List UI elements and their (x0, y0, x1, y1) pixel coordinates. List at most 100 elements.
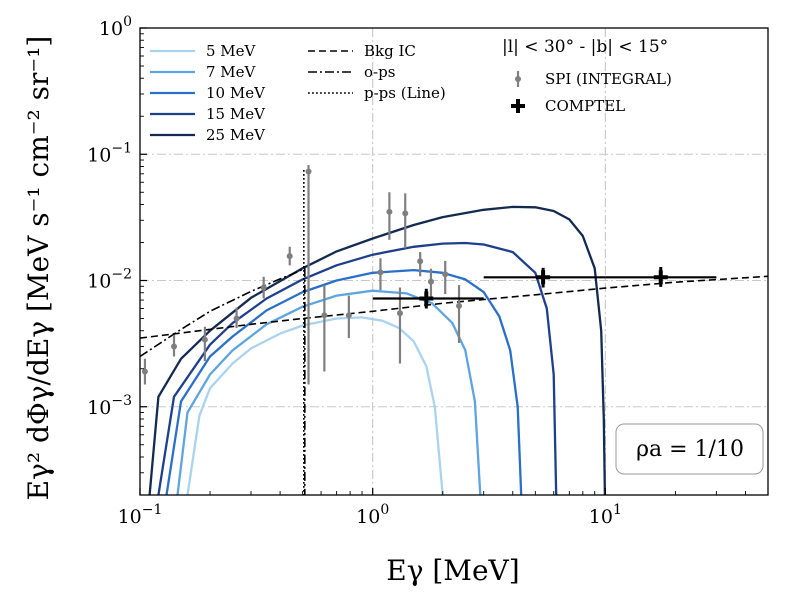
legend-entry: 5 MeV (150, 42, 257, 60)
spi-data-point (417, 252, 424, 277)
y-tick-label-exponent: −1 (111, 140, 132, 156)
spi-marker (427, 278, 434, 285)
comptel-data-point (372, 288, 484, 309)
legend-marker-swatch (515, 76, 521, 82)
plot-frame (139, 27, 769, 496)
y-tick-label: 100 (99, 14, 132, 40)
spi-data-point (286, 246, 293, 266)
series-line-15-mev (157, 241, 558, 495)
spi-marker (141, 368, 148, 375)
spi-data-point (345, 295, 352, 339)
legend-label: 7 MeV (206, 63, 257, 81)
series-line-10-mev (165, 268, 523, 495)
legend-entry: 15 MeV (150, 105, 266, 123)
spi-marker (321, 312, 328, 319)
x-tick-label-mantissa: 10 (118, 506, 142, 528)
y-axis-label: Eγ² dΦγ/dEγ [MeV s⁻¹ cm⁻² sr⁻¹] (22, 36, 55, 501)
legend-entry: 10 MeV (150, 84, 266, 102)
x-tick-label: 10−1 (118, 502, 163, 528)
region-annotation: |l| < 30° - |b| < 15° (502, 37, 668, 57)
spi-marker (456, 302, 463, 309)
y-tick-label-exponent: −2 (111, 267, 132, 283)
spi-data-point (201, 326, 208, 362)
spi-marker (345, 312, 352, 319)
x-tick-label: 101 (589, 502, 622, 528)
spi-marker (201, 336, 208, 343)
spi-marker (233, 315, 240, 322)
y-tick-label-mantissa: 10 (87, 144, 111, 166)
comptel-data-point (605, 266, 717, 287)
y-tick-label-exponent: 0 (123, 14, 132, 30)
spi-data-point (456, 285, 463, 343)
x-tick-label-exponent: 1 (613, 502, 622, 518)
x-tick-label-exponent: −1 (142, 502, 163, 518)
spi-data-point (402, 193, 409, 249)
legend-entry: COMPTEL (511, 97, 625, 115)
spi-data-point (305, 165, 312, 385)
comptel-marker (419, 291, 434, 306)
legend-label: 10 MeV (206, 84, 266, 102)
legend-marker-swatch (511, 99, 525, 113)
spi-marker (417, 258, 424, 265)
legend-label: 25 MeV (206, 126, 266, 144)
rho-annotation-box: ρa = 1/10 (615, 423, 764, 475)
spi-data-point (141, 358, 148, 385)
spi-data-point (233, 307, 240, 329)
series-line-5-mev (186, 316, 444, 495)
y-tick-label-mantissa: 10 (87, 271, 111, 293)
comptel-data-point (483, 267, 606, 288)
spi-marker (442, 271, 449, 278)
series-line-7-mev (176, 289, 482, 495)
comptel-marker (653, 270, 668, 285)
legend-entry: 25 MeV (150, 126, 266, 144)
x-tick-label: 100 (356, 502, 389, 528)
spi-marker (286, 253, 293, 260)
data-points (141, 165, 717, 385)
x-axis-label: Eγ [MeV] (386, 554, 519, 587)
spi-marker (171, 343, 178, 350)
spi-data-point (171, 335, 178, 357)
spi-data-point (427, 268, 434, 298)
rho-annotation-text: ρa = 1/10 (636, 437, 744, 462)
series-curves (140, 170, 768, 495)
legend-label: Bkg IC (364, 42, 416, 60)
spi-marker (402, 210, 409, 217)
spi-data-point (377, 258, 384, 291)
grid-lines (140, 28, 768, 495)
legend-label: o-ps (364, 63, 395, 81)
legend-label: 5 MeV (206, 42, 257, 60)
spi-data-point (260, 276, 267, 299)
spi-marker (386, 208, 393, 215)
series-line-25-mev (148, 205, 607, 495)
legend-label: COMPTEL (545, 97, 625, 115)
spi-data-point (321, 285, 328, 372)
legend-entry: p-ps (Line) (308, 84, 446, 102)
spi-marker (377, 269, 384, 276)
x-tick-label-mantissa: 10 (356, 506, 380, 528)
y-tick-label: 10−3 (87, 393, 132, 419)
spi-marker (305, 168, 312, 175)
y-tick-label: 10−2 (87, 267, 132, 293)
x-tick-label-mantissa: 10 (589, 506, 613, 528)
legend-label: p-ps (Line) (364, 84, 446, 102)
legend-label: SPI (INTEGRAL) (545, 70, 672, 88)
y-tick-label-exponent: −3 (111, 393, 132, 409)
spi-data-point (386, 192, 393, 240)
legend-entry: o-ps (308, 63, 395, 81)
y-tick-label: 10−1 (87, 140, 132, 166)
legend: 5 MeV 7 MeV 10 MeV 15 MeV 25 MeV Bkg IC o-ps p-… (150, 42, 672, 144)
legend-entry: SPI (INTEGRAL) (515, 70, 672, 88)
x-tick-label-exponent: 0 (380, 502, 389, 518)
spi-marker (260, 284, 267, 291)
spi-data-point (442, 260, 449, 295)
spi-data-point (396, 287, 403, 364)
legend-entry: Bkg IC (308, 42, 416, 60)
y-tick-label-mantissa: 10 (99, 18, 123, 40)
spi-marker (396, 310, 403, 317)
legend-entry: 7 MeV (150, 63, 257, 81)
comptel-marker (536, 270, 551, 285)
series-line-o-ps (140, 267, 306, 495)
y-tick-label-mantissa: 10 (87, 397, 111, 419)
